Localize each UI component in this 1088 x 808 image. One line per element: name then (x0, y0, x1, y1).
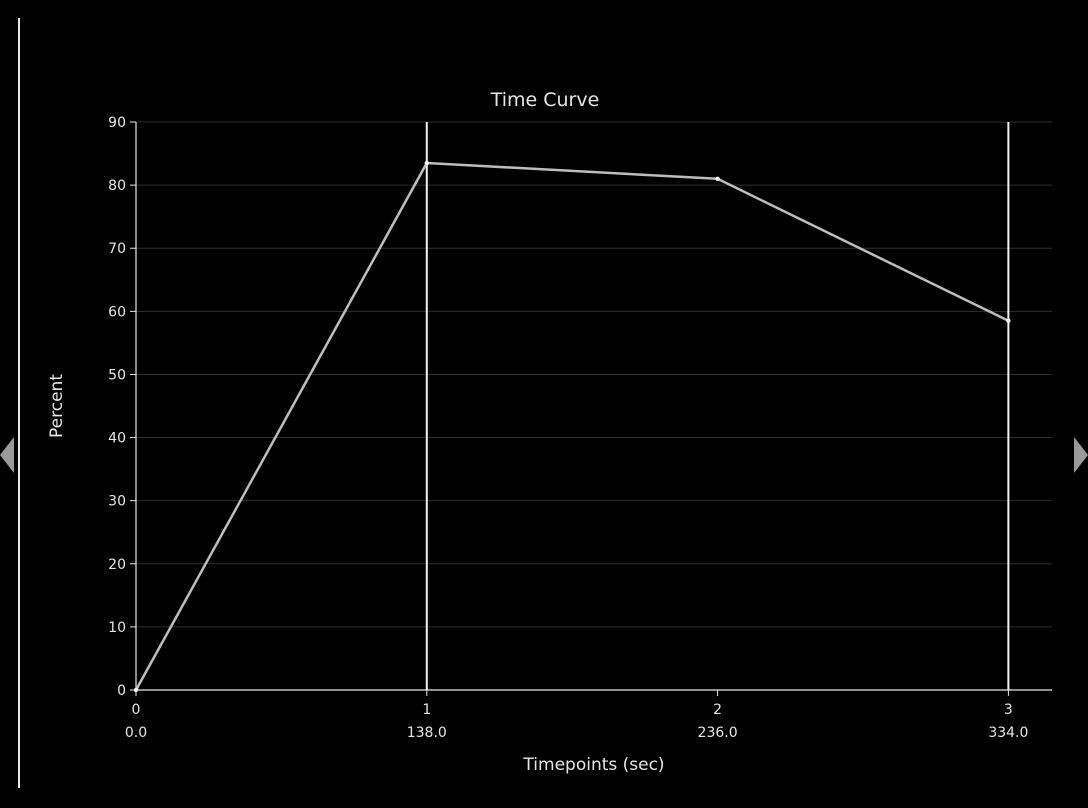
x-axis-label: Timepoints (sec) (522, 755, 664, 775)
axes (130, 121, 1052, 696)
x-tick-sublabel: 236.0 (698, 725, 738, 741)
data-point (1006, 318, 1011, 323)
y-axis-label: Percent (47, 374, 67, 438)
y-tick-label: 50 (108, 367, 126, 383)
y-tick-label: 70 (108, 241, 126, 257)
data-point (424, 160, 429, 166)
x-tick-label: 0 (132, 702, 141, 718)
x-tick-label: 3 (1004, 702, 1013, 718)
y-tick-label: 90 (108, 115, 126, 131)
data-point (715, 176, 720, 181)
x-tick-sublabel: 138.0 (407, 725, 447, 741)
chevron-left-icon[interactable] (0, 437, 14, 473)
y-tick-label: 0 (117, 683, 126, 699)
data-point (133, 687, 139, 693)
y-tick-label: 40 (108, 431, 126, 447)
x-tick-label: 2 (713, 702, 722, 718)
chevron-right-icon[interactable] (1074, 437, 1088, 473)
y-tick-label: 80 (108, 178, 126, 194)
y-tick-label: 30 (108, 494, 126, 510)
left-divider (18, 18, 20, 788)
grid-lines (136, 121, 1052, 628)
x-tick-label: 1 (422, 702, 431, 718)
series-layer (133, 160, 1011, 693)
y-tick-label: 20 (108, 557, 126, 573)
x-tick-sublabel: 334.0 (988, 725, 1028, 741)
series-line (134, 161, 1009, 691)
x-tick-sublabel: 0.0 (125, 725, 147, 741)
y-tick-label: 60 (108, 304, 126, 320)
chart-title: Time Curve (490, 89, 600, 111)
y-tick-label: 10 (108, 620, 126, 636)
tick-labels: 0 10 20 30 40 50 60 70 80 90 0 0.0 1 138.0 2 236.0 3 334.… (108, 115, 1028, 741)
vertical-markers[interactable] (425, 122, 1010, 690)
